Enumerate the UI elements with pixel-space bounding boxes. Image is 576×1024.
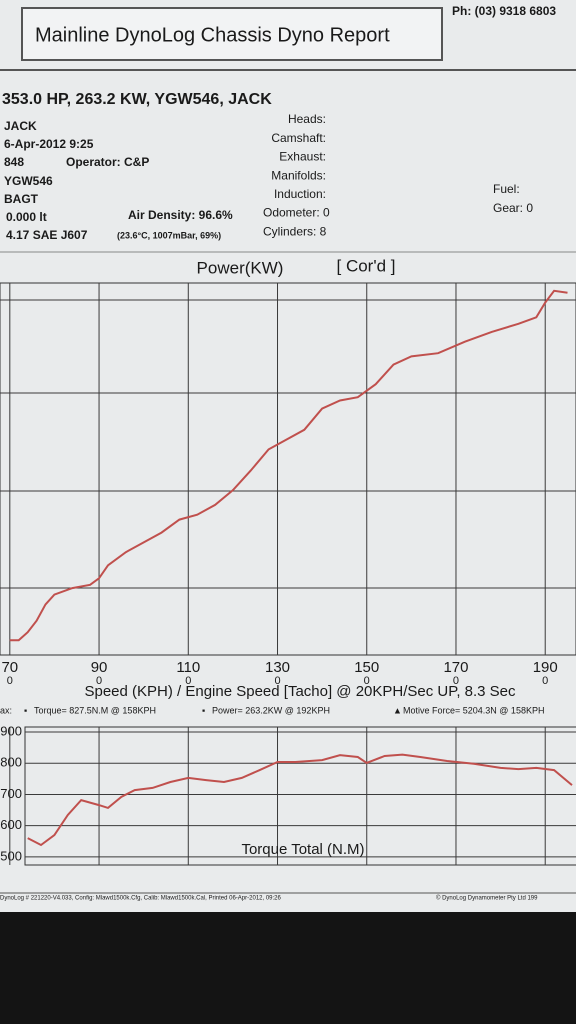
info-middle: Induction: bbox=[274, 187, 326, 201]
y-tick-label: 900 bbox=[0, 723, 22, 738]
operator: Operator: C&P bbox=[66, 155, 149, 169]
power-frame bbox=[0, 282, 576, 656]
phone: Ph: (03) 9318 6803 bbox=[452, 4, 556, 18]
y-tick-label: 800 bbox=[0, 755, 22, 770]
legend-entry: Torque= 827.5N.M @ 158KPH bbox=[34, 705, 156, 715]
legend-entry: ax: bbox=[0, 705, 12, 715]
x-tick-label: 130 bbox=[265, 659, 290, 676]
footer-right: © DynoLog Dynamometer Pty Ltd 199 bbox=[436, 895, 538, 902]
legend-entry: Power= 263.2KW @ 192KPH bbox=[212, 705, 330, 715]
info-middle: Manifolds: bbox=[271, 168, 326, 182]
engine-speed-label: 0 bbox=[274, 675, 280, 687]
engine-speed-label: 0 bbox=[7, 675, 13, 687]
info-middle: Heads: bbox=[288, 112, 326, 126]
footer-left: DynoLog # 221220-V4.033, Config: Mlawd15… bbox=[0, 896, 282, 902]
info-left: 848 bbox=[4, 155, 24, 169]
info-left: JACK bbox=[4, 119, 37, 133]
chart-title: Torque Total (N.M) bbox=[241, 841, 364, 858]
y-tick-label: 700 bbox=[0, 786, 22, 801]
info-middle: Camshaft: bbox=[271, 131, 326, 145]
x-tick-label: 170 bbox=[443, 659, 468, 676]
info-right: Fuel: bbox=[493, 182, 520, 196]
y-tick-label: 600 bbox=[0, 817, 22, 832]
x-axis-label: Speed (KPH) / Engine Speed [Tacho] @ 20K… bbox=[84, 683, 516, 700]
x-tick-label: 190 bbox=[533, 659, 558, 676]
info-right: Gear: 0 bbox=[493, 201, 533, 215]
info-middle: Cylinders: 8 bbox=[263, 224, 327, 238]
y-tick-label: 500 bbox=[0, 848, 22, 863]
info-left: 0.000 lt bbox=[6, 210, 47, 224]
chart-title: Power(KW) bbox=[197, 258, 284, 277]
engine-speed-label: 0 bbox=[96, 675, 102, 687]
info-left: BAGT bbox=[4, 192, 39, 206]
x-tick-label: 150 bbox=[354, 659, 379, 676]
info-left: 4.17 SAE J607 bbox=[6, 228, 88, 242]
x-tick-label: 110 bbox=[176, 659, 200, 676]
info-middle: Exhaust: bbox=[279, 150, 326, 164]
engine-speed-label: 0 bbox=[185, 675, 191, 687]
legend-entry: Motive Force= 5204.3N @ 158KPH bbox=[403, 705, 544, 715]
info-left: YGW546 bbox=[4, 174, 53, 188]
engine-speed-label: 0 bbox=[364, 675, 370, 687]
conditions: (23.6°C, 1007mBar, 69%) bbox=[117, 230, 221, 240]
legend-marker: ▪ bbox=[202, 705, 205, 715]
engine-speed-label: 0 bbox=[453, 675, 459, 687]
engine-speed-label: 0 bbox=[542, 675, 548, 687]
air-density: Air Density: 96.6% bbox=[128, 208, 233, 222]
legend-marker: ▪ bbox=[24, 705, 27, 715]
torque-frame bbox=[24, 726, 576, 866]
desk bbox=[0, 912, 576, 1024]
data-line bbox=[9, 289, 568, 642]
x-tick-label: 70 bbox=[1, 659, 18, 676]
info-left: 6-Apr-2012 9:25 bbox=[4, 137, 94, 151]
data-line bbox=[27, 753, 573, 847]
x-tick-label: 90 bbox=[91, 659, 108, 676]
title-box bbox=[21, 7, 443, 61]
summary: 353.0 HP, 263.2 KW, YGW546, JACK bbox=[2, 91, 272, 108]
header-title: Mainline DynoLog Chassis Dyno Report bbox=[35, 24, 390, 46]
chart-subtitle: [ Cor'd ] bbox=[337, 256, 396, 275]
info-middle: Odometer: 0 bbox=[263, 206, 330, 220]
paper bbox=[0, 0, 576, 912]
legend-marker: ▲ bbox=[393, 705, 402, 715]
